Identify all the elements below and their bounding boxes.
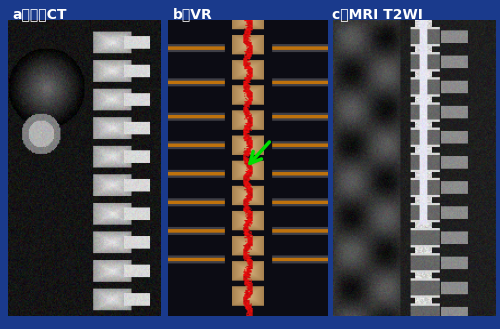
Text: c：MRI T2WI: c：MRI T2WI (332, 7, 424, 21)
Text: b：VR: b：VR (172, 7, 212, 21)
Text: a：造影CT: a：造影CT (12, 7, 67, 21)
